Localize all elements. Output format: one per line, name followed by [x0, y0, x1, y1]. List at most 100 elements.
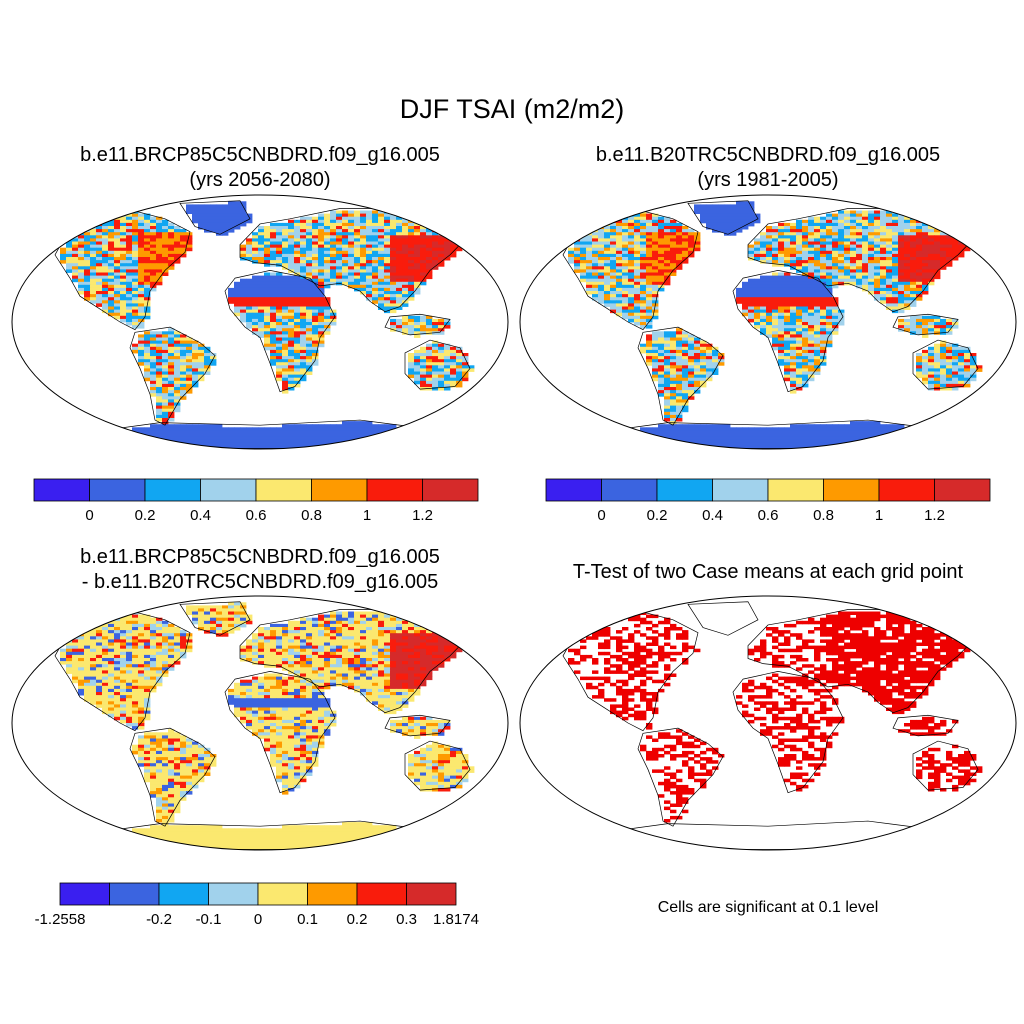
- colorbar-future: 0 0.2 0.4 0.6 0.8 1 1.2: [33, 478, 479, 524]
- colorbar-tick-label: 0.6: [758, 507, 779, 524]
- colorbar-tick-label: 0: [254, 911, 262, 928]
- significance-note: Cells are significant at 0.1 level: [657, 899, 879, 916]
- colorbar-swatch: [144, 478, 201, 502]
- coastline-africa: [732, 270, 844, 393]
- panel3-title-line2: - b.e11.B20TRC5CNBDRD.f09_g16.005: [81, 571, 439, 593]
- colorbar-swatch: [257, 882, 308, 906]
- coastline-northAmerica: [562, 208, 699, 331]
- colorbar-swatch: [878, 478, 935, 502]
- panel2-title-line1: b.e11.B20TRC5CNBDRD.f09_g16.005: [595, 144, 941, 166]
- colorbar-swatch: [545, 478, 602, 502]
- map-panel-future: [11, 194, 509, 450]
- colorbar-swatch: [356, 882, 407, 906]
- panel1-title-line2: (yrs 2056-2080): [189, 169, 331, 191]
- coastline-africa: [224, 270, 336, 393]
- map-border: [519, 595, 1017, 851]
- colorbar-tick-label: 0.2: [347, 911, 368, 928]
- colorbar-tick-label: 0.2: [647, 507, 668, 524]
- coastline-africa: [732, 671, 844, 794]
- colorbar-swatch: [767, 478, 824, 502]
- colorbar-tick-label: 0.8: [301, 507, 322, 524]
- coastline-australia: [404, 339, 471, 390]
- colorbar-swatch: [712, 478, 769, 502]
- map-panel-difference: [11, 595, 509, 851]
- colorbar-swatch: [158, 882, 209, 906]
- coastline-australia: [912, 339, 979, 390]
- colorbar-tick-label: 0.1: [297, 911, 318, 928]
- colorbar-tick-label: 1.2: [924, 507, 945, 524]
- colorbar-swatch: [255, 478, 312, 502]
- coastline-africa: [224, 671, 336, 794]
- map-border: [519, 194, 1017, 450]
- coastline-eurasia: [747, 208, 979, 313]
- coastline-southAmerica: [637, 326, 724, 426]
- map-grid-cells: [568, 201, 983, 449]
- colorbar-difference: -1.2558 -0.2 -0.1 0 0.1 0.2 0.3 1.8174: [35, 882, 479, 928]
- colorbar-swatch: [200, 478, 257, 502]
- panel3-title: b.e11.BRCP85C5CNBDRD.f09_g16.005 - b.e11…: [10, 545, 510, 595]
- coastline-seAsia: [892, 313, 959, 336]
- panel2-title: b.e11.B20TRC5CNBDRD.f09_g16.005 (yrs 198…: [518, 143, 1018, 193]
- coastline-seAsia: [384, 313, 451, 336]
- colorbar-historical: 0 0.2 0.4 0.6 0.8 1 1.2: [545, 478, 991, 524]
- colorbar-tick-label: 0.8: [813, 507, 834, 524]
- colorbar-swatch: [934, 478, 991, 502]
- coastline-southAmerica: [637, 727, 724, 827]
- colorbar-tick-label: 0.6: [246, 507, 267, 524]
- colorbar-swatch: [89, 478, 146, 502]
- colorbar-swatch: [311, 478, 368, 502]
- coastline-eurasia: [239, 208, 471, 313]
- colorbar-tick-label: 1.2: [412, 507, 433, 524]
- colorbar-swatch: [33, 478, 90, 502]
- figure-title: DJF TSAI (m2/m2): [399, 94, 625, 124]
- panel4-title: T-Test of two Case means at each grid po…: [572, 561, 964, 583]
- map-grid-cells: [60, 602, 475, 850]
- map-panel-ttest: [519, 595, 1017, 851]
- colorbar-tick-label: 1.8174: [433, 911, 479, 928]
- colorbar-swatch: [406, 882, 457, 906]
- coastline-greenland: [687, 200, 759, 235]
- colorbar-tick-label: 0.4: [702, 507, 723, 524]
- colorbar-swatch: [59, 882, 110, 906]
- coastline-greenland: [687, 601, 759, 636]
- coastline-southAmerica: [129, 326, 216, 426]
- colorbar-tick-label: 0.4: [190, 507, 211, 524]
- colorbar-swatch: [601, 478, 658, 502]
- colorbar-swatch: [366, 478, 423, 502]
- coastline-northAmerica: [562, 609, 699, 732]
- panel1-title-line1: b.e11.BRCP85C5CNBDRD.f09_g16.005: [80, 144, 440, 166]
- coastline-eurasia: [239, 609, 471, 714]
- coastline-greenland: [179, 601, 251, 636]
- coastline-australia: [912, 740, 979, 791]
- coastline-seAsia: [892, 714, 959, 737]
- panel2-title-line2: (yrs 1981-2005): [697, 169, 839, 191]
- colorbar-tick-label: -1.2558: [35, 911, 86, 928]
- panel1-title: b.e11.BRCP85C5CNBDRD.f09_g16.005 (yrs 20…: [10, 143, 510, 193]
- coastline-antarctica: [591, 820, 950, 850]
- map-panel-historical: [519, 194, 1017, 450]
- colorbar-tick-label: -0.2: [146, 911, 172, 928]
- coastline-eurasia: [747, 609, 979, 714]
- colorbar-swatch: [656, 478, 713, 502]
- colorbar-swatch: [109, 882, 160, 906]
- coastline-seAsia: [384, 714, 451, 737]
- coastline-northAmerica: [54, 208, 191, 331]
- coastline-australia: [404, 740, 471, 791]
- coastline-northAmerica: [54, 609, 191, 732]
- colorbar-swatch: [208, 882, 259, 906]
- coastline-southAmerica: [129, 727, 216, 827]
- colorbar-tick-label: 0: [85, 507, 93, 524]
- colorbar-swatch: [422, 478, 479, 502]
- map-border: [11, 194, 509, 450]
- colorbar-tick-label: 0.3: [396, 911, 417, 928]
- colorbar-swatch: [307, 882, 358, 906]
- colorbar-tick-label: -0.1: [196, 911, 222, 928]
- map-grid-cells: [568, 611, 983, 823]
- colorbar-swatch: [823, 478, 880, 502]
- map-grid-cells: [60, 201, 475, 449]
- colorbar-tick-label: 1: [875, 507, 883, 524]
- colorbar-tick-label: 0: [597, 507, 605, 524]
- colorbar-tick-label: 0.2: [135, 507, 156, 524]
- panel3-title-line1: b.e11.BRCP85C5CNBDRD.f09_g16.005: [80, 546, 440, 568]
- map-border: [11, 595, 509, 851]
